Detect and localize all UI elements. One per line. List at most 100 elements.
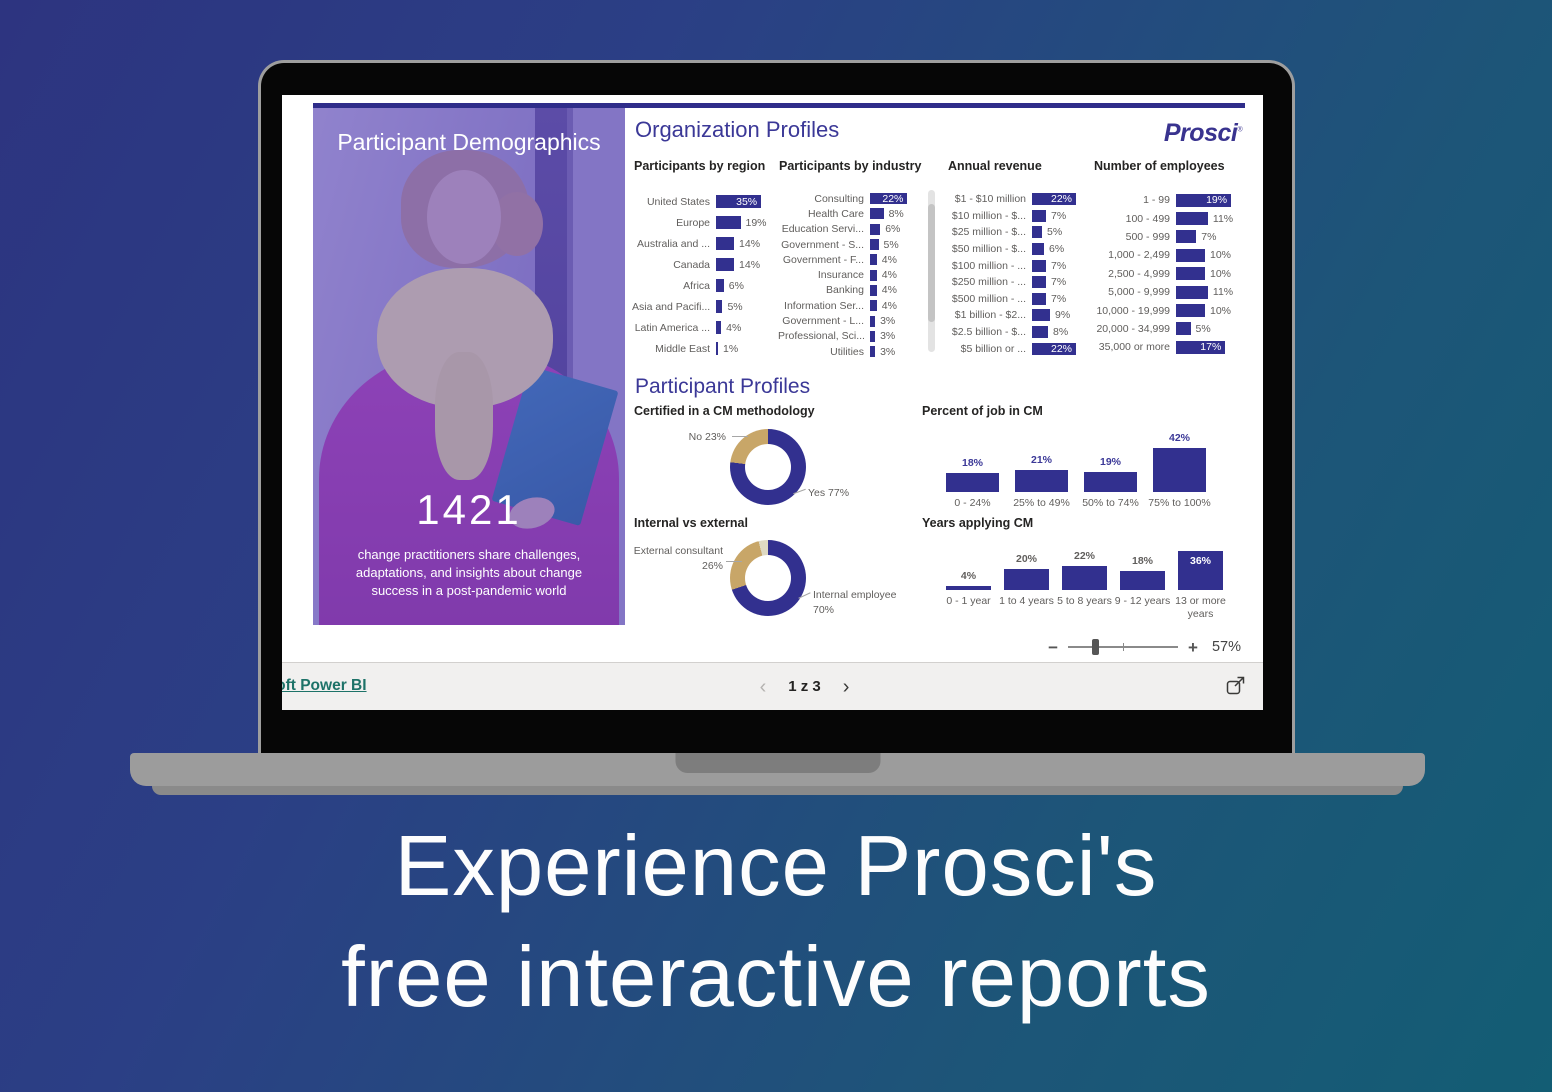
bar[interactable]: [716, 279, 724, 292]
value-label: 22%: [1050, 342, 1072, 355]
participant-description: change practitioners share challenges, a…: [355, 547, 583, 599]
bar[interactable]: [1032, 243, 1044, 256]
bar[interactable]: [870, 346, 876, 358]
bar[interactable]: [1032, 209, 1046, 222]
bar[interactable]: 19%: [1176, 193, 1232, 207]
bar[interactable]: 22%: [870, 193, 908, 205]
bar[interactable]: [1015, 469, 1068, 492]
bar-row: $10 million - $... 7%: [942, 208, 1090, 225]
bar[interactable]: [870, 208, 884, 220]
prosci-logo: Prosci®: [1163, 119, 1243, 147]
zoom-out-button[interactable]: −: [1048, 637, 1059, 657]
category-label: 50% to 74%: [1082, 497, 1139, 509]
value-label: 5%: [1047, 226, 1063, 239]
next-page-button[interactable]: ›: [842, 675, 850, 698]
category-label: $50 million - $...: [951, 243, 1026, 256]
bar[interactable]: [946, 473, 999, 492]
bar[interactable]: [1176, 322, 1191, 336]
category-label: 0 - 24%: [954, 497, 991, 509]
laptop-notch: [675, 753, 880, 773]
bar[interactable]: [1062, 566, 1107, 590]
bar[interactable]: [716, 258, 735, 271]
bar[interactable]: [870, 315, 876, 327]
revenue-bar-chart: $1 - $10 million 22% $10 million - $... 7% $…: [942, 191, 1090, 357]
industry-chart-title: Participants by industry: [779, 159, 922, 173]
bar[interactable]: [716, 321, 722, 334]
value-label: 8%: [888, 207, 904, 220]
value-label: 17%: [1200, 341, 1222, 354]
bar[interactable]: [1084, 472, 1137, 492]
bar[interactable]: [1032, 292, 1046, 305]
industry-chart-scrollbar[interactable]: [928, 190, 935, 352]
donut-callout-internal-value: 70%: [813, 604, 835, 616]
category-label: 100 - 499: [1125, 212, 1170, 225]
bar[interactable]: [870, 223, 881, 235]
bar[interactable]: [1032, 226, 1042, 239]
bar[interactable]: [1176, 212, 1208, 226]
scrollbar-thumb[interactable]: [928, 204, 935, 322]
bar[interactable]: [1032, 309, 1050, 322]
bar[interactable]: [1176, 304, 1205, 318]
bar-row: 1 - 99 19%: [1090, 191, 1258, 209]
powerbi-report: Participant Demographics 1421 change pra…: [282, 95, 1263, 632]
banner-headline: Experience Prosci's free interactive rep…: [0, 812, 1552, 1033]
bar[interactable]: [1176, 248, 1205, 262]
bar[interactable]: [870, 330, 876, 342]
category-label: Information Ser...: [784, 299, 864, 312]
internal-chart-title: Internal vs external: [634, 516, 748, 530]
bar[interactable]: [716, 216, 741, 229]
category-label: 5,000 - 9,999: [1108, 286, 1170, 299]
zoom-controls: − + 57%: [282, 632, 1263, 662]
zoom-in-button[interactable]: +: [1188, 637, 1198, 657]
bar-row: 10,000 - 19,999 10%: [1090, 301, 1258, 319]
value-label: 19%: [745, 216, 767, 229]
share-button[interactable]: [1224, 674, 1248, 698]
bar-row: United States 35%: [632, 191, 777, 212]
bar[interactable]: [870, 239, 879, 251]
bar[interactable]: [870, 254, 877, 266]
value-label: 7%: [1051, 276, 1067, 289]
bar[interactable]: [1032, 259, 1046, 272]
bar[interactable]: [716, 237, 735, 250]
bar[interactable]: 17%: [1176, 340, 1226, 354]
powerbi-link[interactable]: rosoft Power BI: [282, 677, 367, 694]
value-label: 4%: [881, 253, 897, 266]
bar[interactable]: 22%: [1032, 342, 1076, 355]
bar-row: Insurance 4%: [778, 267, 928, 282]
value-label: 19%: [1206, 194, 1228, 207]
category-label: 25% to 49%: [1013, 497, 1070, 509]
bar[interactable]: [1153, 447, 1206, 492]
zoom-slider-tick: [1123, 643, 1125, 651]
bar[interactable]: [716, 342, 718, 355]
bar[interactable]: 22%: [1032, 193, 1076, 206]
bar[interactable]: [1176, 285, 1208, 299]
bar[interactable]: 36%: [1178, 551, 1223, 590]
photo-purple-overlay: [313, 108, 625, 625]
certified-chart-title: Certified in a CM methodology: [634, 404, 815, 418]
bar[interactable]: [1032, 276, 1046, 289]
value-label: 9%: [1055, 309, 1071, 322]
bar[interactable]: 35%: [716, 195, 762, 208]
internal-external-donut-chart[interactable]: [730, 540, 806, 616]
zoom-slider-track[interactable]: [1068, 639, 1179, 655]
bar[interactable]: [1176, 230, 1197, 244]
previous-page-button[interactable]: ‹: [759, 675, 767, 698]
bar[interactable]: [716, 300, 723, 313]
bar[interactable]: [946, 585, 991, 590]
bar[interactable]: [870, 269, 877, 281]
value-label: 4%: [960, 569, 977, 582]
bar[interactable]: [1176, 267, 1205, 281]
value-label: 6%: [728, 279, 744, 292]
bar[interactable]: [1120, 570, 1165, 590]
bar-row: Banking 4%: [778, 283, 928, 298]
category-label: Europe: [676, 216, 710, 229]
bar[interactable]: [870, 284, 877, 296]
bar[interactable]: [1032, 326, 1048, 339]
bar-row: 100 - 499 11%: [1090, 209, 1258, 227]
bar[interactable]: [1004, 568, 1049, 590]
bar[interactable]: [870, 300, 877, 312]
value-label: 7%: [1051, 292, 1067, 305]
zoom-slider-thumb[interactable]: [1092, 639, 1100, 655]
bar-row: 20,000 - 34,999 5%: [1090, 320, 1258, 338]
